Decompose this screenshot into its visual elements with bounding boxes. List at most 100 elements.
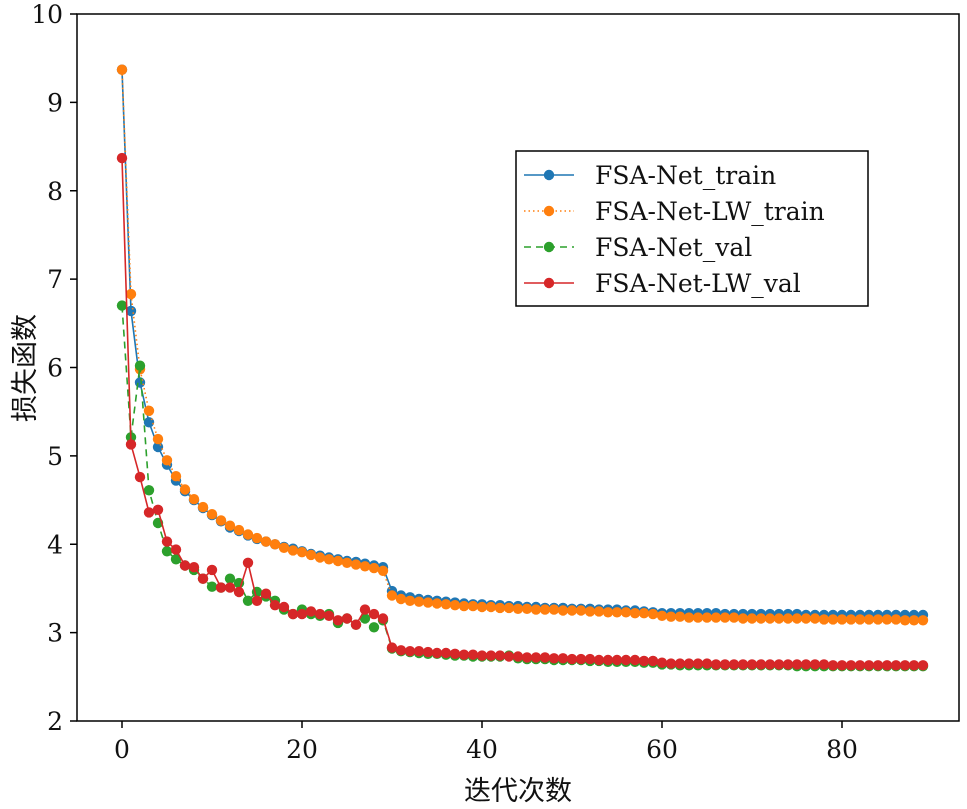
data-point — [449, 600, 461, 611]
data-point — [476, 650, 488, 661]
y-tick-label: 5 — [47, 442, 63, 471]
y-tick-label: 8 — [47, 177, 63, 206]
data-point — [260, 536, 272, 547]
data-point — [476, 601, 488, 613]
data-point — [674, 611, 686, 622]
data-point — [359, 604, 371, 615]
data-point — [539, 604, 551, 615]
data-point — [593, 654, 605, 666]
y-tick-label: 7 — [47, 265, 63, 294]
y-tick-label: 9 — [47, 88, 63, 117]
series-fsa-net-train — [116, 64, 929, 621]
data-point — [242, 529, 254, 540]
data-point — [179, 484, 191, 495]
data-point — [809, 659, 821, 670]
data-point — [854, 614, 866, 625]
y-tick-label: 3 — [47, 619, 63, 648]
data-point — [629, 608, 641, 619]
data-point — [197, 501, 209, 513]
data-point — [791, 613, 803, 624]
data-point — [872, 614, 884, 625]
data-point — [224, 520, 236, 531]
data-point — [323, 610, 335, 621]
data-point — [899, 660, 911, 671]
legend-entry: FSA-Net_val — [524, 233, 752, 262]
data-point — [152, 504, 164, 515]
data-point — [755, 613, 767, 624]
data-point — [116, 152, 128, 164]
data-point — [224, 573, 236, 584]
data-point — [314, 608, 326, 620]
legend-marker — [543, 241, 555, 253]
data-point — [656, 657, 668, 668]
data-point — [359, 561, 371, 572]
legend-label: FSA-Net-LW_train — [595, 197, 825, 226]
data-point — [863, 660, 875, 671]
x-axis: 0 20 40 60 80 — [114, 721, 858, 764]
data-point — [773, 613, 785, 624]
data-point — [566, 653, 578, 665]
data-point — [710, 659, 722, 670]
data-point — [152, 433, 164, 445]
data-point — [881, 660, 893, 671]
data-point — [458, 649, 470, 660]
data-point — [233, 586, 245, 598]
data-point — [413, 596, 425, 607]
data-point — [224, 582, 236, 593]
data-point — [584, 653, 596, 665]
data-point — [188, 494, 200, 505]
data-point — [215, 582, 227, 593]
data-point — [746, 659, 758, 670]
legend-label: FSA-Net_train — [595, 161, 776, 190]
data-point — [683, 612, 695, 623]
legend-entry: FSA-Net-LW_train — [524, 197, 825, 226]
data-point — [917, 615, 929, 626]
data-point — [890, 614, 902, 625]
data-point — [818, 659, 830, 670]
data-point — [719, 612, 731, 623]
data-point — [782, 613, 794, 624]
data-point — [287, 545, 299, 556]
data-point — [170, 471, 182, 482]
x-tick-label: 80 — [826, 735, 858, 764]
data-point — [845, 614, 857, 625]
data-point — [800, 613, 812, 624]
data-point — [836, 614, 848, 625]
data-point — [305, 606, 317, 617]
data-point — [728, 659, 740, 670]
legend-marker — [543, 205, 555, 217]
data-point — [296, 547, 308, 558]
data-point — [377, 565, 389, 576]
data-point — [755, 659, 767, 670]
data-point — [242, 595, 254, 606]
data-point — [512, 651, 524, 662]
data-point — [314, 552, 326, 563]
data-point — [548, 653, 560, 664]
data-point — [773, 659, 785, 670]
y-tick-label: 2 — [47, 707, 63, 736]
data-point — [197, 573, 209, 584]
data-point — [683, 658, 695, 669]
data-point — [611, 654, 623, 666]
data-point — [737, 613, 749, 624]
data-point — [485, 601, 497, 613]
data-point — [440, 647, 452, 659]
legend: FSA-Net_train FSA-Net-LW_train FSA-Net_val… — [515, 150, 869, 307]
data-point — [269, 539, 281, 550]
data-point — [359, 613, 371, 624]
data-point — [377, 613, 389, 624]
data-point — [818, 614, 830, 625]
data-point — [710, 612, 722, 623]
series-fsa-net-lw-train — [116, 64, 929, 626]
data-point — [557, 653, 569, 664]
data-point — [584, 606, 596, 617]
data-point — [665, 611, 677, 622]
data-point — [791, 659, 803, 670]
data-point — [917, 660, 929, 671]
data-point — [530, 652, 542, 663]
data-point — [125, 288, 137, 300]
data-point — [395, 645, 407, 656]
data-point — [422, 597, 434, 608]
legend-marker — [543, 277, 555, 289]
